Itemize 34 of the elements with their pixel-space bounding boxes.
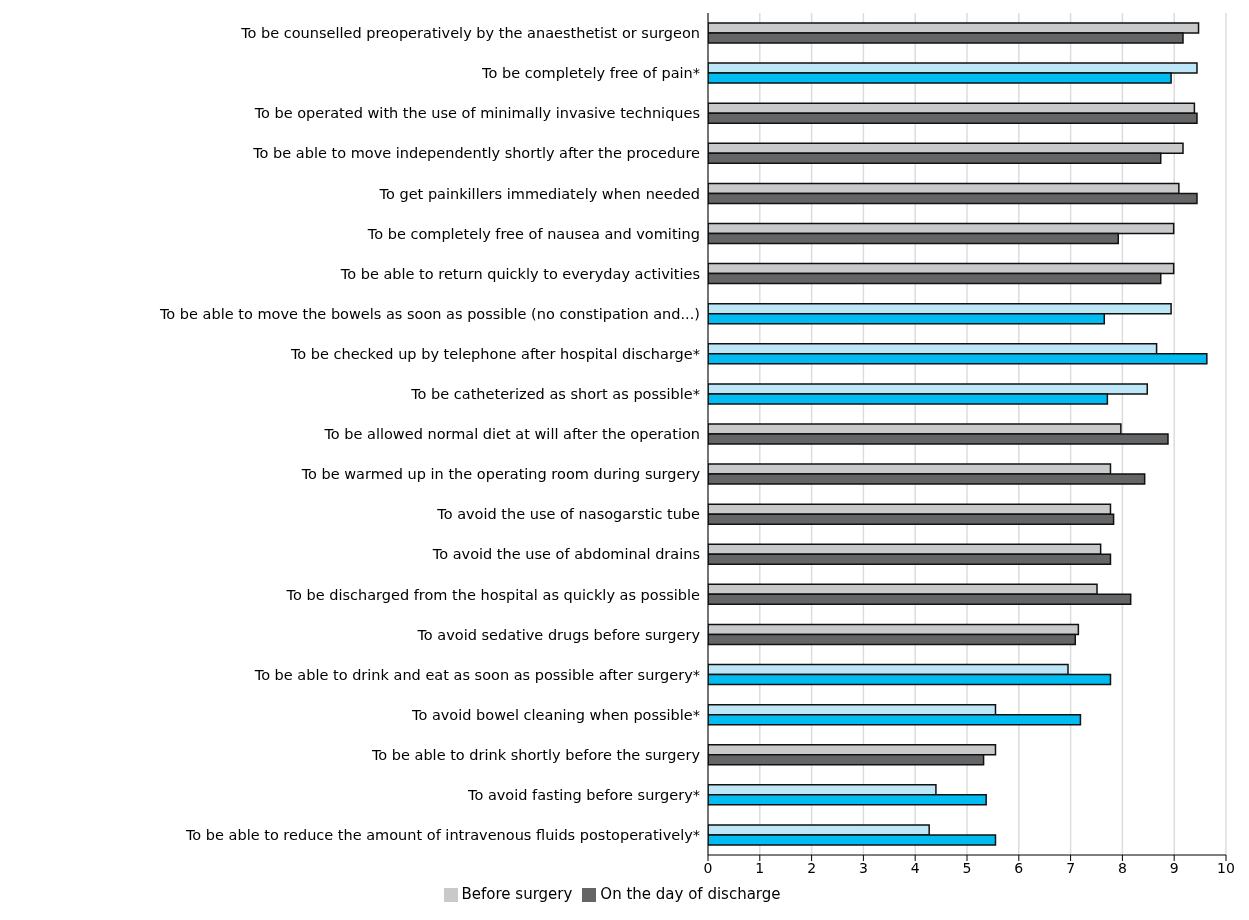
x-tick-label: 4 bbox=[910, 859, 920, 876]
y-tick-label: To avoid the use of abdominal drains bbox=[431, 546, 700, 563]
legend-label: Before surgery bbox=[461, 885, 573, 903]
legend-label: On the day of discharge bbox=[600, 885, 781, 903]
y-tick-label: To be able to move independently shortly after the procedure bbox=[252, 145, 701, 162]
y-tick-label: To be able to move the bowels as soon as possible (no constipation and...) bbox=[158, 305, 700, 322]
y-tick-label: To be completely free of nausea and vomiting bbox=[366, 225, 700, 242]
x-tick-label: 7 bbox=[1066, 859, 1076, 876]
y-tick-label: To avoid the use of nasogarstic tube bbox=[436, 506, 701, 523]
y-tick-label: To get painkillers immediately when needed bbox=[378, 185, 700, 202]
x-tick-label: 0 bbox=[703, 859, 713, 876]
y-tick-label: To be discharged from the hospital as quickly as possible bbox=[285, 586, 701, 603]
y-tick-label: To be completely free of pain* bbox=[481, 65, 700, 82]
x-tick-label: 5 bbox=[962, 859, 972, 876]
y-tick-label: To avoid fasting before surgery* bbox=[467, 787, 700, 803]
y-tick-label: To avoid bowel cleaning when possible* bbox=[411, 706, 700, 723]
y-tick-label: To be counselled preoperatively by the anaesthetist or surgeon bbox=[240, 25, 700, 42]
y-tick-label: To be catheterized as short as possible* bbox=[410, 386, 700, 403]
y-tick-label: To avoid sedative drugs before surgery bbox=[416, 626, 701, 643]
x-tick-label: 1 bbox=[755, 859, 765, 876]
y-tick-label: To be checked up by telephone after hospital discharge* bbox=[289, 345, 700, 362]
x-tick-label: 6 bbox=[1014, 859, 1024, 876]
y-tick-label: To be operated with the use of minimally invasive techniques bbox=[253, 105, 700, 122]
y-tick-label: To be warmed up in the operating room during surgery bbox=[300, 466, 701, 483]
y-tick-label: To be able to drink shortly before the surgery bbox=[370, 746, 701, 763]
x-tick-label: 10 bbox=[1217, 859, 1235, 876]
x-tick-label: 2 bbox=[807, 859, 817, 876]
y-tick-label: To be able to return quickly to everyday activities bbox=[339, 265, 700, 282]
y-tick-label: To be allowed normal diet at will after the operation bbox=[323, 426, 700, 443]
x-tick-label: 3 bbox=[858, 859, 868, 876]
y-tick-label: To be able to reduce the amount of intravenous fluids postoperatively* bbox=[184, 827, 700, 844]
x-tick-label: 8 bbox=[1117, 859, 1127, 876]
x-tick-label: 9 bbox=[1169, 859, 1179, 876]
y-tick-label: To be able to drink and eat as soon as possible after surgery* bbox=[253, 666, 700, 683]
